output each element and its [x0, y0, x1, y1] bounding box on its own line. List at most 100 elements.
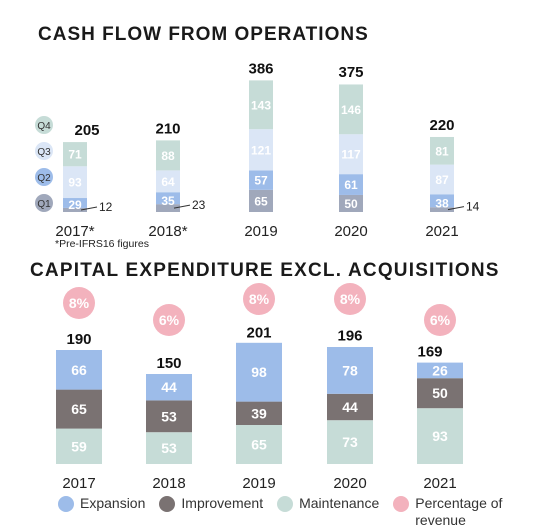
bar-expansion-3 — [327, 347, 373, 394]
leader-line-q1-4 — [447, 206, 465, 211]
legend-swatch-percentage — [393, 496, 410, 512]
bar-q2-4 — [430, 194, 454, 208]
legend-improvement: Improvement — [159, 495, 263, 529]
value-label-maintenance-1: 53 — [161, 440, 177, 456]
legend-label-improvement: Improvement — [181, 495, 264, 511]
legend-label-expansion: Expansion — [80, 495, 146, 511]
percentage-badge-0 — [63, 287, 95, 319]
legend-swatch-improvement — [159, 496, 176, 512]
bar-improvement-0 — [56, 389, 102, 429]
category-label-3: 2020 — [334, 223, 367, 240]
legend-label-percentage: Percentage of revenue — [415, 495, 503, 528]
percentage-label-4: 6% — [430, 312, 451, 328]
legend-swatch-maintenance — [277, 496, 294, 512]
bar-q1-4 — [430, 207, 454, 212]
bar-q1-2 — [249, 189, 273, 212]
total-label-0: 190 — [66, 331, 91, 348]
quarter-legend-dot-q1 — [35, 194, 53, 212]
bar-q4-2 — [249, 80, 273, 130]
value-label-q4-0: 71 — [68, 148, 82, 162]
bar-maintenance-4 — [417, 408, 463, 464]
quarter-legend-label-q4: Q4 — [37, 121, 51, 132]
category-label-1: 2018 — [152, 475, 185, 490]
value-label-improvement-2: 39 — [251, 405, 267, 421]
value-label-q3-0: 93 — [68, 176, 82, 190]
value-label-improvement-3: 44 — [342, 399, 358, 415]
bar-q3-4 — [430, 164, 454, 195]
value-label-q1-0: 12 — [99, 200, 113, 214]
value-label-q3-4: 87 — [435, 173, 449, 187]
bar-q2-2 — [249, 170, 273, 190]
value-label-q3-3: 117 — [341, 148, 361, 162]
value-label-q4-3: 146 — [341, 103, 361, 117]
category-label-2: 2019 — [244, 223, 277, 240]
total-label-3: 196 — [337, 327, 362, 344]
legend-swatch-expansion — [58, 496, 74, 512]
quarter-legend-dot-q2 — [35, 168, 53, 186]
value-label-improvement-0: 65 — [71, 401, 87, 417]
leader-line-q1-1 — [173, 204, 191, 209]
value-label-q4-4: 81 — [435, 144, 449, 158]
bar-q2-3 — [339, 174, 363, 195]
value-label-expansion-2: 98 — [251, 364, 267, 380]
pre-ifrs16-note: *Pre-IFRS16 figures — [55, 238, 149, 250]
bar-improvement-2 — [236, 401, 282, 425]
value-label-expansion-1: 44 — [161, 379, 177, 395]
legend-percentage: Percentage of revenue — [393, 495, 515, 529]
quarter-legend-dot-q4 — [35, 116, 53, 134]
value-label-expansion-4: 26 — [432, 362, 448, 378]
value-label-expansion-3: 78 — [342, 362, 358, 378]
value-label-q1-2: 65 — [254, 194, 268, 208]
percentage-label-0: 8% — [69, 295, 90, 311]
value-label-maintenance-0: 59 — [71, 438, 87, 454]
quarter-legend-label-q1: Q1 — [37, 199, 51, 210]
quarter-legend-label-q3: Q3 — [37, 147, 51, 158]
value-label-improvement-1: 53 — [161, 408, 177, 424]
bar-q2-1 — [156, 192, 180, 205]
category-label-4: 2021 — [425, 223, 458, 240]
total-label-2: 386 — [248, 60, 273, 77]
quarter-legend-dot-q3 — [35, 142, 53, 160]
bar-q3-0 — [63, 166, 87, 199]
total-label-1: 210 — [155, 120, 180, 137]
value-label-q1-4: 14 — [466, 200, 480, 214]
bar-q1-1 — [156, 204, 180, 212]
value-label-q2-1: 35 — [161, 194, 175, 208]
value-label-q4-2: 143 — [251, 98, 271, 112]
value-label-improvement-4: 50 — [432, 385, 448, 401]
legend-maintenance: Maintenance — [277, 495, 379, 529]
value-label-q2-3: 61 — [344, 178, 358, 192]
value-label-expansion-0: 66 — [71, 362, 87, 378]
leader-line-q1-0 — [80, 206, 98, 211]
value-label-maintenance-2: 65 — [251, 437, 267, 453]
bar-q4-3 — [339, 84, 363, 135]
percentage-badge-4 — [424, 304, 456, 336]
bar-expansion-4 — [417, 362, 463, 379]
bar-q3-3 — [339, 134, 363, 175]
bar-q4-0 — [63, 142, 87, 167]
total-label-3: 375 — [338, 64, 363, 81]
bar-q1-0 — [63, 207, 87, 212]
capex-chart: 59 65 66 190 8% 2017 53 53 44 150 6% 2018 65 39 98 201 8… — [56, 283, 463, 490]
category-label-4: 2021 — [423, 475, 456, 490]
cash-flow-chart: Q4 Q3 Q2 Q1 12 29 93 71 205 2017* 23 35 64 88 210 2018*… — [35, 60, 480, 240]
percentage-label-3: 8% — [340, 291, 361, 307]
total-label-4: 220 — [429, 117, 454, 134]
bar-expansion-0 — [56, 350, 102, 390]
bar-expansion-2 — [236, 342, 282, 402]
bar-q3-1 — [156, 170, 180, 193]
value-label-maintenance-3: 73 — [342, 434, 358, 450]
bar-improvement-4 — [417, 378, 463, 409]
bar-maintenance-0 — [56, 428, 102, 464]
bar-q4-4 — [430, 136, 454, 165]
percentage-label-1: 6% — [159, 312, 180, 328]
category-label-1: 2018* — [148, 223, 187, 240]
percentage-badge-1 — [153, 304, 185, 336]
value-label-q3-2: 121 — [251, 143, 271, 157]
value-label-q1-3: 50 — [344, 197, 358, 211]
bar-q4-1 — [156, 140, 180, 171]
bar-improvement-1 — [146, 400, 192, 433]
value-label-q3-1: 64 — [161, 175, 175, 189]
capex-legend: Expansion Improvement Maintenance Percen… — [58, 495, 529, 529]
